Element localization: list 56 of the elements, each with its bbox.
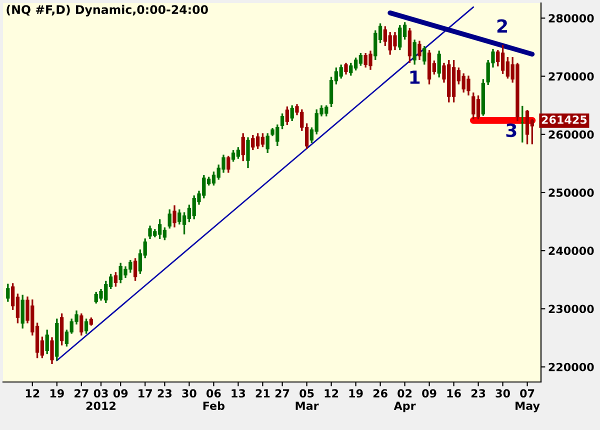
x-tick-label: 12 [26,389,40,398]
candlestick [60,312,64,346]
candlestick [412,38,416,66]
candlestick [6,282,10,303]
candlestick [172,204,176,228]
candlestick [285,106,290,126]
x-tick-label: 27 [275,389,290,398]
y-tick-label: 240000 [548,246,594,256]
x-tick-label: 19 [349,389,363,398]
x-tick-label: 16 [447,389,461,398]
x-tick-label: 26 [373,389,388,398]
y-tick-label: 260000 [548,130,594,139]
candlestick [84,318,88,335]
candlestick [80,312,84,336]
candlestick [418,40,422,61]
candlestick [50,336,54,365]
candlestick [266,132,270,154]
y-tick-label: 250000 [548,188,594,197]
candlestick [45,328,49,355]
text: 261425 [542,116,587,124]
candlestick [280,112,284,130]
annotation: 3 [506,123,516,138]
candlestick [344,62,348,76]
candlestick [437,50,441,78]
x-tick-label: 30 [496,389,510,398]
candlestick [114,271,118,288]
x-tick-label: 23 [471,389,486,398]
x-tick-label: 21 [256,389,270,398]
candlestick [226,155,230,174]
candlestick [20,294,24,330]
chart-title: (NQ #F,D) Dynamic,0:00-24:00 [6,4,208,16]
x-tick-label: 17 [138,389,152,398]
candlestick [133,257,138,282]
x-tick-label: 23 [158,389,172,398]
x-tick-label: 13 [232,389,246,398]
candlestick [168,208,172,230]
x-tick-label: 27 [74,389,88,398]
y-tick-label: 220000 [548,362,594,372]
x-tick-label: 09 [422,389,436,398]
x-tick-label: 19 [50,389,64,398]
candlestick [241,132,245,162]
candlestick [246,136,250,169]
candlestick [422,45,426,66]
candlestick [290,104,294,122]
y-tick-label: 230000 [548,304,594,314]
x-tick-label: 02 Apr [394,389,416,412]
x-tick-label: 06 Feb [203,389,225,410]
x-tick-label: 05 Mar [296,389,319,410]
annotation: 1 [410,70,420,84]
x-tick-label: 07 May [516,389,540,412]
annotation: 2 [497,19,507,33]
y-tick-label: 270000 [548,72,594,81]
y-tick-label: 280000 [548,14,594,22]
x-tick-label: 30 [182,389,196,398]
x-tick-label: 09 [113,389,128,398]
x-tick-label: 12 [324,389,338,398]
